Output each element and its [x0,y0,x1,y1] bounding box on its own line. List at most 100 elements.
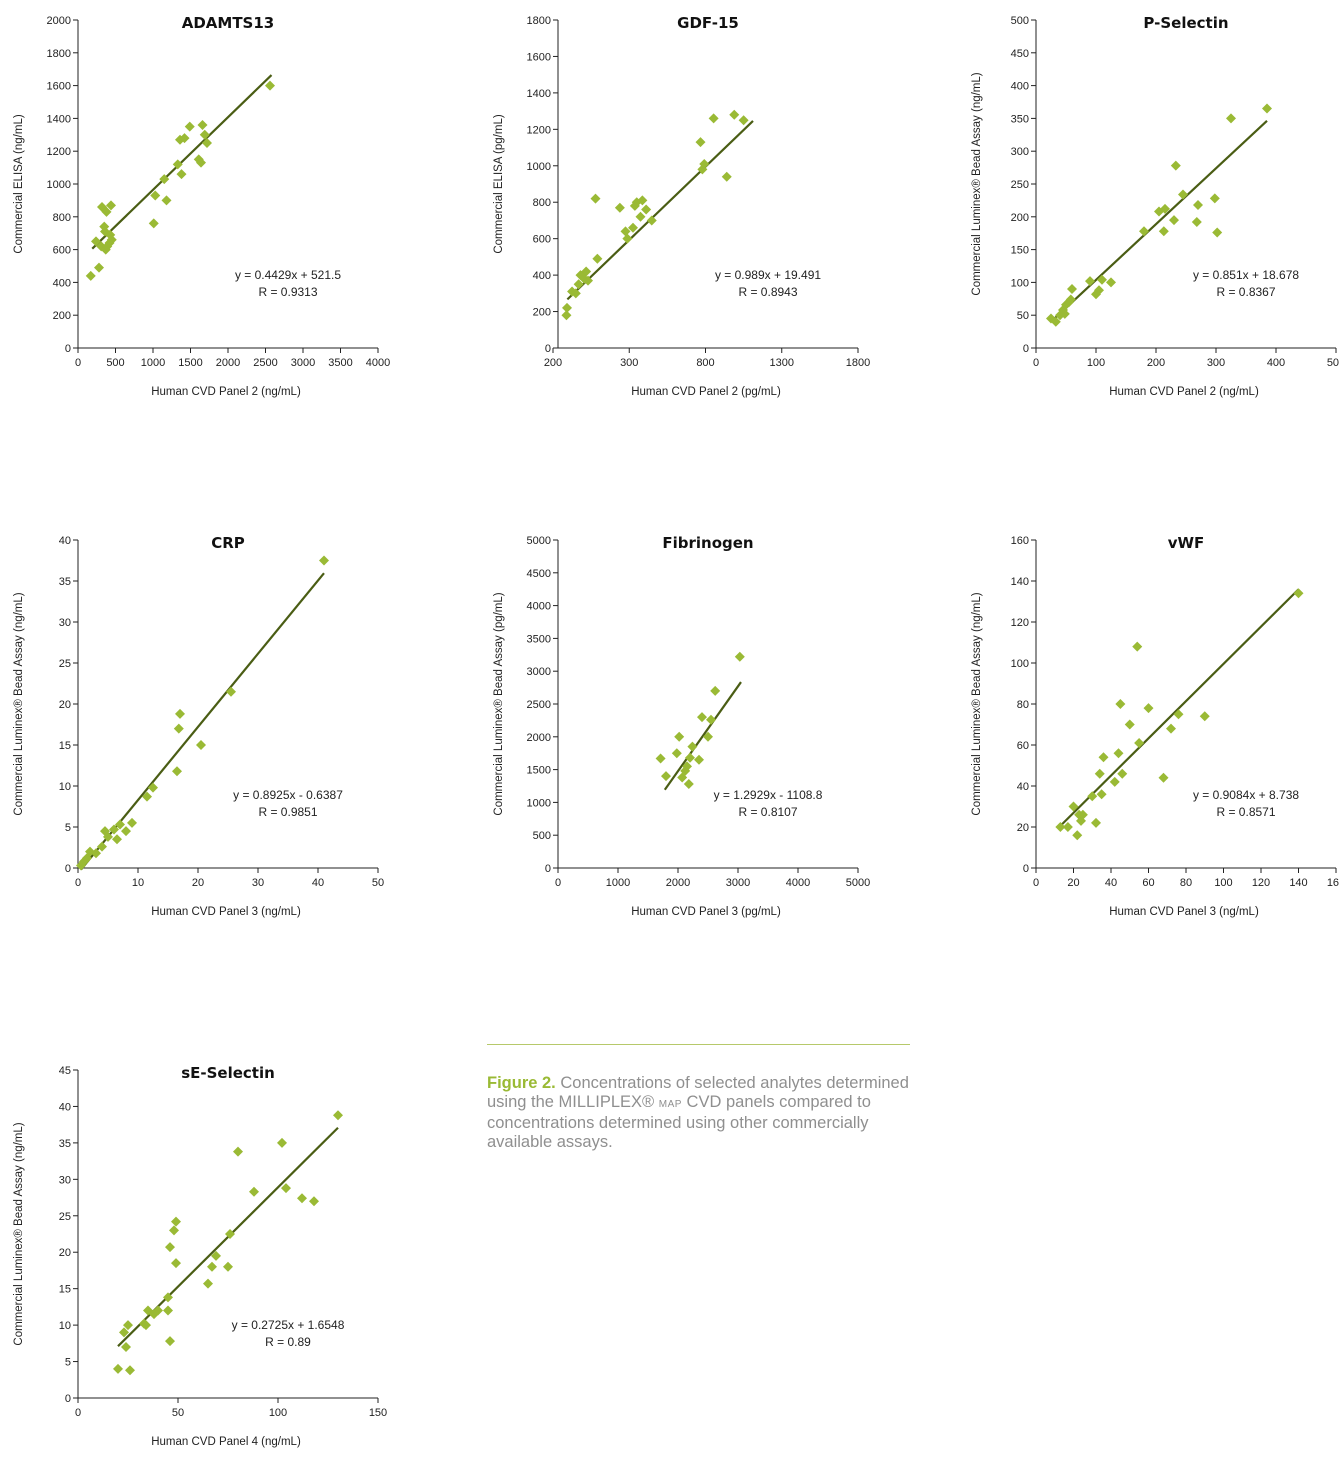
data-point [203,1278,213,1289]
data-point [1087,791,1098,802]
y-tick-label: 200 [53,310,71,322]
correlation-label: R = 0.8571 [1216,805,1275,819]
scatter-plot: 0 200 400 600 800 1000 1200 1400 1600 1800 2000 0 50… [13,14,390,398]
y-tick-label: 30 [59,1174,71,1186]
data-point [85,270,96,281]
data-point [91,848,101,859]
data-point [225,1229,235,1239]
chart-title: P-Selectin [1143,14,1228,32]
data-point [277,1137,287,1148]
x-tick-label: 0 [75,877,81,889]
x-tick-label: 500 [106,357,124,369]
data-point [706,714,716,725]
data-point [661,771,671,782]
x-tick-label: 20 [192,877,204,889]
data-point [1065,294,1076,305]
y-tick-label: 1500 [527,765,551,777]
data-point [1097,274,1107,285]
data-point [1117,768,1128,779]
data-point [150,190,161,201]
y-tick-label: 160 [1011,535,1029,547]
correlation-label: R = 0.9313 [258,285,317,299]
y-tick-label: 2000 [47,15,71,27]
correlation-label: R = 0.8107 [738,805,797,819]
data-point [1158,772,1169,783]
y-tick-label: 80 [1017,699,1029,711]
data-point [1091,817,1101,828]
y-axis-label: Commercial Luminex® Bead Assay (ng/mL) [13,1122,25,1345]
data-point [592,253,603,264]
y-tick-label: 200 [533,307,551,319]
data-point [1158,226,1169,237]
y-tick-label: 0 [1023,343,1029,355]
y-tick-label: 1000 [47,179,71,191]
y-tick-label: 40 [1017,781,1029,793]
x-tick-label: 0 [75,1407,81,1419]
data-point [196,157,206,168]
y-tick-label: 500 [1011,15,1029,27]
data-point [207,1261,217,1272]
y-tick-label: 150 [1011,245,1029,257]
x-tick-label: 1800 [846,357,870,369]
y-tick-label: 2000 [527,732,551,744]
y-tick-label: 0 [65,1393,71,1405]
scatter-plot: 0 200 400 600 800 1000 1200 1400 1600 1800 200 300 8… [493,14,870,398]
y-tick-label: 1400 [47,113,71,125]
x-tick-label: 40 [312,877,324,889]
regression-line [80,572,325,871]
data-point [1143,703,1154,714]
x-tick-label: 50 [172,1407,184,1419]
data-point [1055,822,1066,832]
data-point [1199,711,1210,722]
data-point [106,200,116,211]
y-tick-label: 20 [59,1247,71,1259]
y-tick-label: 300 [1011,146,1029,158]
data-point [112,834,122,845]
x-tick-label: 60 [1142,877,1154,889]
data-point [734,651,745,662]
data-point [1068,801,1079,812]
data-point [211,1250,221,1261]
chart-title: ADAMTS13 [182,14,275,32]
data-point [1209,193,1220,204]
x-tick-label: 300 [620,357,638,369]
caption-text-2: CVD panels compared to concentrations de… [487,1093,871,1151]
data-point [149,1309,159,1320]
data-point [113,1363,123,1374]
data-point [677,772,688,783]
chart-title: CRP [211,534,245,552]
data-point [161,195,172,206]
x-axis-label: Human CVD Panel 2 (ng/mL) [151,386,301,398]
x-axis-label: Human CVD Panel 3 (pg/mL) [631,906,781,918]
data-point [570,288,581,299]
y-tick-label: 1800 [47,48,71,60]
data-point [710,685,721,696]
data-point [682,761,692,772]
data-point [694,754,704,765]
data-point [1191,217,1202,228]
data-point [265,80,275,91]
data-point [153,1305,163,1316]
data-point [1098,752,1109,763]
data-point [581,266,592,277]
data-point [1115,699,1126,709]
data-point [562,302,572,313]
data-point [172,159,183,170]
data-point [223,1261,233,1272]
y-tick-label: 40 [59,1101,71,1113]
data-point [142,791,152,802]
data-point [697,712,707,723]
data-point [121,1341,131,1352]
data-point [171,1216,181,1227]
data-point [1160,203,1170,214]
x-tick-label: 150 [369,1407,387,1419]
caption-divider [487,1044,910,1045]
y-tick-label: 120 [1011,617,1029,629]
chart-vwf: 0 20 40 60 80 100 120 140 160 0 20 40 60 80 100 120 140 1… [958,520,1339,930]
y-tick-label: 4500 [527,568,551,580]
x-tick-label: 2000 [666,877,690,889]
y-tick-label: 1200 [47,146,71,158]
data-point [703,731,713,742]
x-tick-label: 400 [1267,357,1285,369]
data-point [226,686,236,697]
